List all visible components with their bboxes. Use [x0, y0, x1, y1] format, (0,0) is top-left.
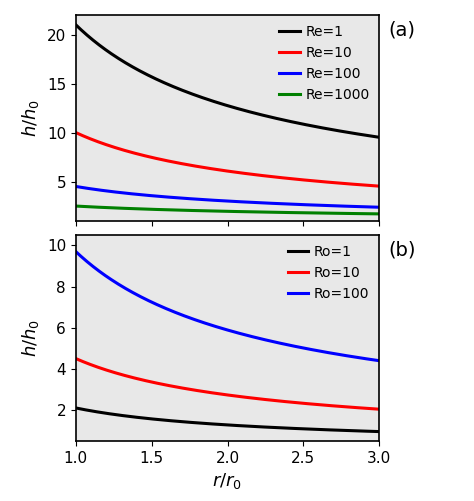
Ro=100 — [376, 358, 382, 364]
Ro=100 — [253, 335, 258, 341]
Ro=100 — [348, 353, 354, 359]
Re=1000 — [376, 211, 382, 217]
Re=1 — [74, 23, 80, 29]
Re=100 — [254, 199, 259, 205]
Text: (a): (a) — [389, 20, 416, 39]
Re=10 — [254, 172, 259, 178]
Re=100 — [253, 199, 258, 205]
Ro=10 — [348, 404, 354, 410]
Y-axis label: $h/h_0$: $h/h_0$ — [20, 319, 41, 357]
Re=100 — [73, 183, 79, 189]
Ro=100 — [254, 335, 259, 341]
Re=100 — [74, 184, 80, 190]
Re=1000 — [74, 203, 80, 209]
Ro=10 — [74, 356, 80, 362]
Legend: Ro=1, Ro=10, Ro=100: Ro=1, Ro=10, Ro=100 — [282, 239, 375, 306]
Ro=1 — [253, 423, 258, 429]
Re=10 — [348, 181, 354, 187]
Line: Ro=1: Ro=1 — [76, 408, 379, 431]
Ro=1 — [328, 427, 334, 433]
Ro=100 — [259, 336, 264, 342]
Ro=1 — [259, 424, 264, 430]
Re=1 — [73, 22, 79, 28]
Line: Ro=10: Ro=10 — [76, 359, 379, 409]
Re=1 — [348, 130, 354, 136]
Ro=1 — [348, 428, 354, 434]
Re=1000 — [348, 210, 354, 216]
Re=10 — [253, 172, 258, 178]
Ro=10 — [253, 395, 258, 401]
Re=1000 — [73, 203, 79, 209]
Re=1000 — [254, 209, 259, 215]
Re=10 — [259, 172, 264, 178]
Line: Re=100: Re=100 — [76, 186, 379, 207]
Legend: Re=1, Re=10, Re=100, Re=1000: Re=1, Re=10, Re=100, Re=1000 — [273, 19, 375, 107]
Ro=1 — [376, 428, 382, 434]
Re=1000 — [328, 210, 334, 216]
Re=100 — [348, 203, 354, 209]
Re=100 — [328, 203, 334, 209]
Ro=100 — [328, 350, 334, 356]
Line: Re=1: Re=1 — [76, 25, 379, 137]
Ro=10 — [376, 406, 382, 412]
Re=10 — [376, 183, 382, 189]
Y-axis label: $h/h_0$: $h/h_0$ — [20, 99, 41, 137]
Ro=10 — [328, 403, 334, 409]
Ro=10 — [254, 395, 259, 401]
Text: (b): (b) — [389, 240, 416, 259]
Ro=1 — [74, 405, 80, 411]
Line: Ro=100: Ro=100 — [76, 252, 379, 361]
Re=10 — [74, 130, 80, 136]
Re=100 — [259, 200, 264, 206]
Re=1 — [328, 127, 334, 133]
Ro=10 — [73, 356, 79, 362]
Ro=100 — [74, 249, 80, 256]
Ro=10 — [259, 396, 264, 402]
Re=1 — [254, 111, 259, 117]
Re=1000 — [253, 209, 258, 215]
X-axis label: $r/r_0$: $r/r_0$ — [212, 471, 243, 491]
Ro=1 — [254, 424, 259, 430]
Re=10 — [73, 130, 79, 136]
Re=100 — [376, 204, 382, 210]
Ro=1 — [73, 405, 79, 411]
Re=10 — [328, 179, 334, 185]
Line: Re=10: Re=10 — [76, 133, 379, 186]
Ro=100 — [73, 248, 79, 255]
Re=1000 — [259, 209, 264, 215]
Re=1 — [253, 110, 258, 116]
Re=1 — [259, 112, 264, 118]
Line: Re=1000: Re=1000 — [76, 206, 379, 214]
Re=1 — [376, 134, 382, 140]
